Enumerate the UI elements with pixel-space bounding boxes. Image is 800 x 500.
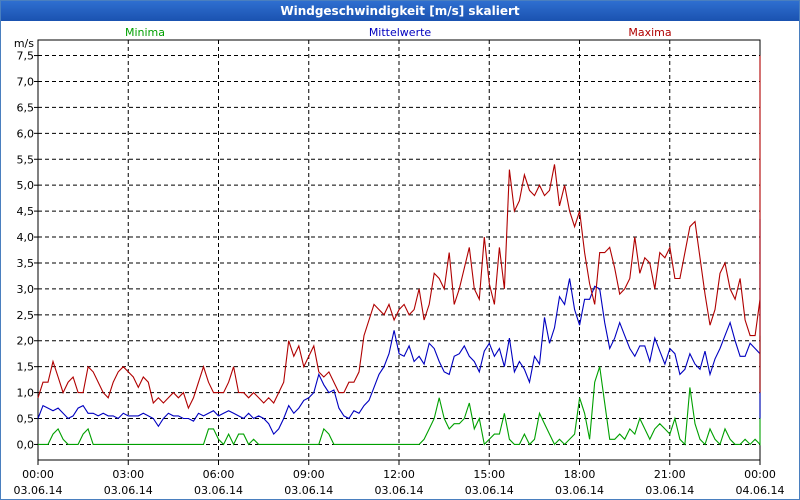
y-tick-label: 3,5	[17, 257, 35, 270]
x-tick-time-label: 09:00	[293, 468, 325, 481]
x-tick-date-label: 03.06.14	[104, 484, 153, 497]
x-tick-time-label: 00:00	[22, 468, 54, 481]
x-tick-time-label: 21:00	[654, 468, 686, 481]
x-tick-date-label: 03.06.14	[14, 484, 63, 497]
legend-entry-minima: Minima	[125, 26, 165, 39]
y-tick-label: 6,0	[17, 127, 35, 140]
x-tick-time-label: 18:00	[564, 468, 596, 481]
y-tick-label: 5,0	[17, 179, 35, 192]
x-tick-time-label: 06:00	[203, 468, 235, 481]
x-tick-time-label: 00:00	[744, 468, 776, 481]
y-tick-label: 7,0	[17, 75, 35, 88]
axis-labels: 0,0 0,5 1,0 1,5 2,0 2,5 3,0 3,5 4,0 4,5 5,0 5,5 6,0 6…	[14, 26, 785, 497]
x-tick-time-label: 15:00	[473, 468, 505, 481]
x-tick-time-label: 12:00	[383, 468, 415, 481]
x-tick-date-label: 03.06.14	[465, 484, 514, 497]
y-tick-label: 3,0	[17, 283, 35, 296]
y-tick-label: 1,5	[17, 361, 35, 374]
y-axis-label: m/s	[14, 37, 34, 50]
y-tick-label: 1,0	[17, 387, 35, 400]
series-line-maxima	[37, 55, 761, 410]
series-lines	[37, 55, 761, 446]
chart-title: Windgeschwindigkeit [m/s] skaliert	[1, 1, 799, 21]
x-tick-date-label: 03.06.14	[375, 484, 424, 497]
x-tick-time-label: 03:00	[112, 468, 144, 481]
y-tick-label: 2,5	[17, 309, 35, 322]
x-tick-date-label: 03.06.14	[194, 484, 243, 497]
y-tick-label: 4,5	[17, 205, 35, 218]
x-tick-date-label: 04.06.14	[736, 484, 785, 497]
x-tick-date-label: 03.06.14	[284, 484, 333, 497]
series-line-minima	[38, 335, 761, 446]
y-tick-label: 6,5	[17, 101, 35, 114]
series-line-mittelwerte	[37, 218, 761, 436]
y-tick-label: 5,5	[17, 153, 35, 166]
y-tick-label: 0,5	[17, 413, 35, 426]
legend-entry-maxima: Maxima	[628, 26, 671, 39]
legend-entry-mittelwerte: Mittelwerte	[369, 26, 432, 39]
y-tick-label: 4,0	[17, 231, 35, 244]
x-tick-date-label: 03.06.14	[555, 484, 604, 497]
y-tick-label: 0,0	[17, 438, 35, 451]
y-tick-label: 2,0	[17, 335, 35, 348]
x-tick-date-label: 03.06.14	[645, 484, 694, 497]
y-tick-label: 7,5	[17, 50, 35, 63]
